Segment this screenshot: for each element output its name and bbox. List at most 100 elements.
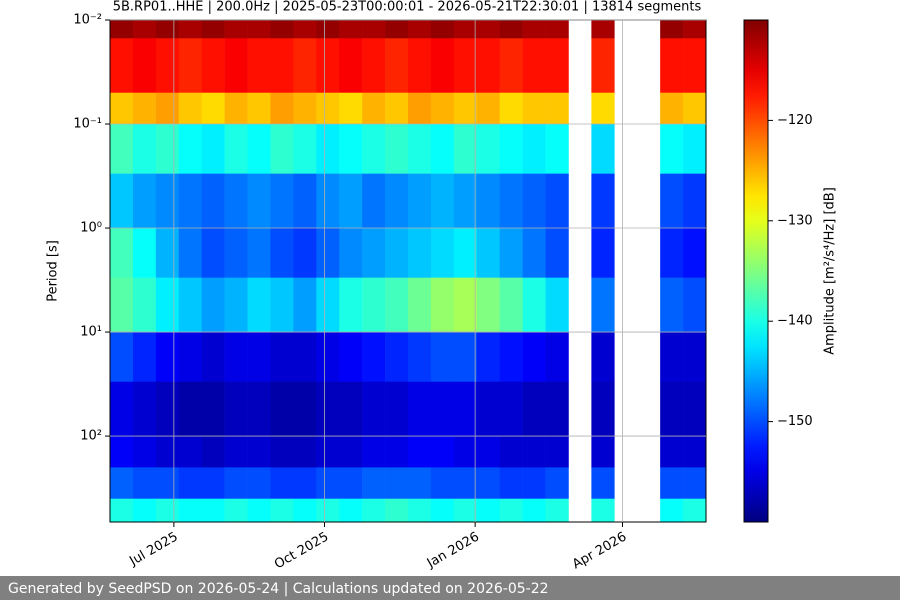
heat-cell [155, 332, 180, 382]
heat-cell [591, 92, 615, 125]
heat-cell [132, 173, 157, 229]
heat-cell [385, 381, 409, 437]
heat-cell [316, 38, 340, 94]
heat-cell [270, 38, 294, 94]
heat-cell [453, 173, 478, 229]
heat-cell [293, 38, 317, 94]
heat-cell [270, 20, 294, 39]
heat-cell [453, 498, 478, 523]
heat-cell [545, 38, 569, 94]
heat-cell [362, 277, 386, 333]
heat-cell [247, 92, 271, 125]
heat-cell [660, 173, 684, 229]
heat-cell [316, 498, 340, 523]
heat-cell [201, 20, 225, 39]
heat-cell [270, 228, 294, 278]
heat-cell [362, 20, 386, 39]
colorbar-tick-label: −150 [777, 414, 813, 429]
heat-cell [339, 228, 363, 278]
x-tick-label: Jan 2026 [424, 530, 482, 572]
heat-cell [155, 20, 180, 39]
heat-cell [453, 381, 478, 437]
heat-cell [201, 332, 225, 382]
y-axis-label: Period [s] [46, 240, 61, 302]
heat-cell [224, 332, 248, 382]
heat-cell [545, 277, 569, 333]
heat-cell [293, 173, 317, 229]
heat-cell [430, 38, 455, 94]
heat-cell [545, 381, 569, 437]
heat-cell [408, 332, 432, 382]
heat-cell [430, 436, 455, 468]
heat-cell [453, 20, 478, 39]
heat-cell [362, 381, 386, 437]
heat-cell [155, 436, 180, 468]
heat-cell [499, 228, 523, 278]
heat-cell [453, 436, 478, 468]
heat-cell [522, 92, 546, 125]
heat-cell [522, 277, 546, 333]
heat-cell [522, 467, 546, 499]
heat-cell [408, 381, 432, 437]
heat-cell [110, 92, 134, 125]
heat-cell [362, 124, 386, 174]
heat-cell [339, 436, 363, 468]
heat-cell [316, 436, 340, 468]
heat-cell [316, 332, 340, 382]
heat-cell [385, 228, 409, 278]
heat-cell [499, 277, 523, 333]
heat-cell [660, 92, 684, 125]
heat-cell [132, 332, 157, 382]
x-tick-label: Oct 2025 [272, 530, 331, 573]
footer-bar [0, 576, 900, 600]
heat-cell [270, 332, 294, 382]
heat-cell [683, 332, 707, 382]
heat-cell [132, 498, 157, 523]
heat-cell [362, 498, 386, 523]
heat-cell [499, 92, 523, 125]
heat-cell [224, 38, 248, 94]
heat-cell [110, 332, 134, 382]
heat-cell [660, 467, 684, 499]
heat-cell [339, 498, 363, 523]
heat-cell [155, 124, 180, 174]
heat-cell [660, 38, 684, 94]
heat-cell [430, 277, 455, 333]
y-tick-label: 10² [80, 429, 102, 444]
heat-cell [293, 381, 317, 437]
heat-cell [201, 498, 225, 523]
heat-cell [362, 332, 386, 382]
heat-cell [660, 277, 684, 333]
heat-cell [453, 228, 478, 278]
heat-cell [339, 332, 363, 382]
heat-cell [132, 228, 157, 278]
heat-cell [224, 467, 248, 499]
heat-cell [293, 332, 317, 382]
heat-cell [385, 277, 409, 333]
heat-cell [178, 228, 202, 278]
heat-cell [293, 92, 317, 125]
heat-cell [683, 498, 707, 523]
heat-cell [110, 498, 134, 523]
heat-cell [476, 498, 500, 523]
heat-cell [224, 92, 248, 125]
heat-cell [660, 381, 684, 437]
heat-cell [591, 124, 615, 174]
heat-cell [545, 92, 569, 125]
heat-cell [110, 124, 134, 174]
heat-cell [178, 38, 202, 94]
heat-cell [178, 436, 202, 468]
heat-cell [683, 20, 707, 39]
heat-cell [660, 124, 684, 174]
x-tick-label: Apr 2026 [570, 530, 629, 573]
heat-cell [270, 277, 294, 333]
heat-cell [110, 277, 134, 333]
heat-cell [224, 277, 248, 333]
heat-cell [201, 38, 225, 94]
heat-cell [362, 92, 386, 125]
heat-cell [247, 124, 271, 174]
heat-cell [476, 92, 500, 125]
heat-cell [499, 381, 523, 437]
heat-cell [499, 20, 523, 39]
heat-cell [591, 277, 615, 333]
